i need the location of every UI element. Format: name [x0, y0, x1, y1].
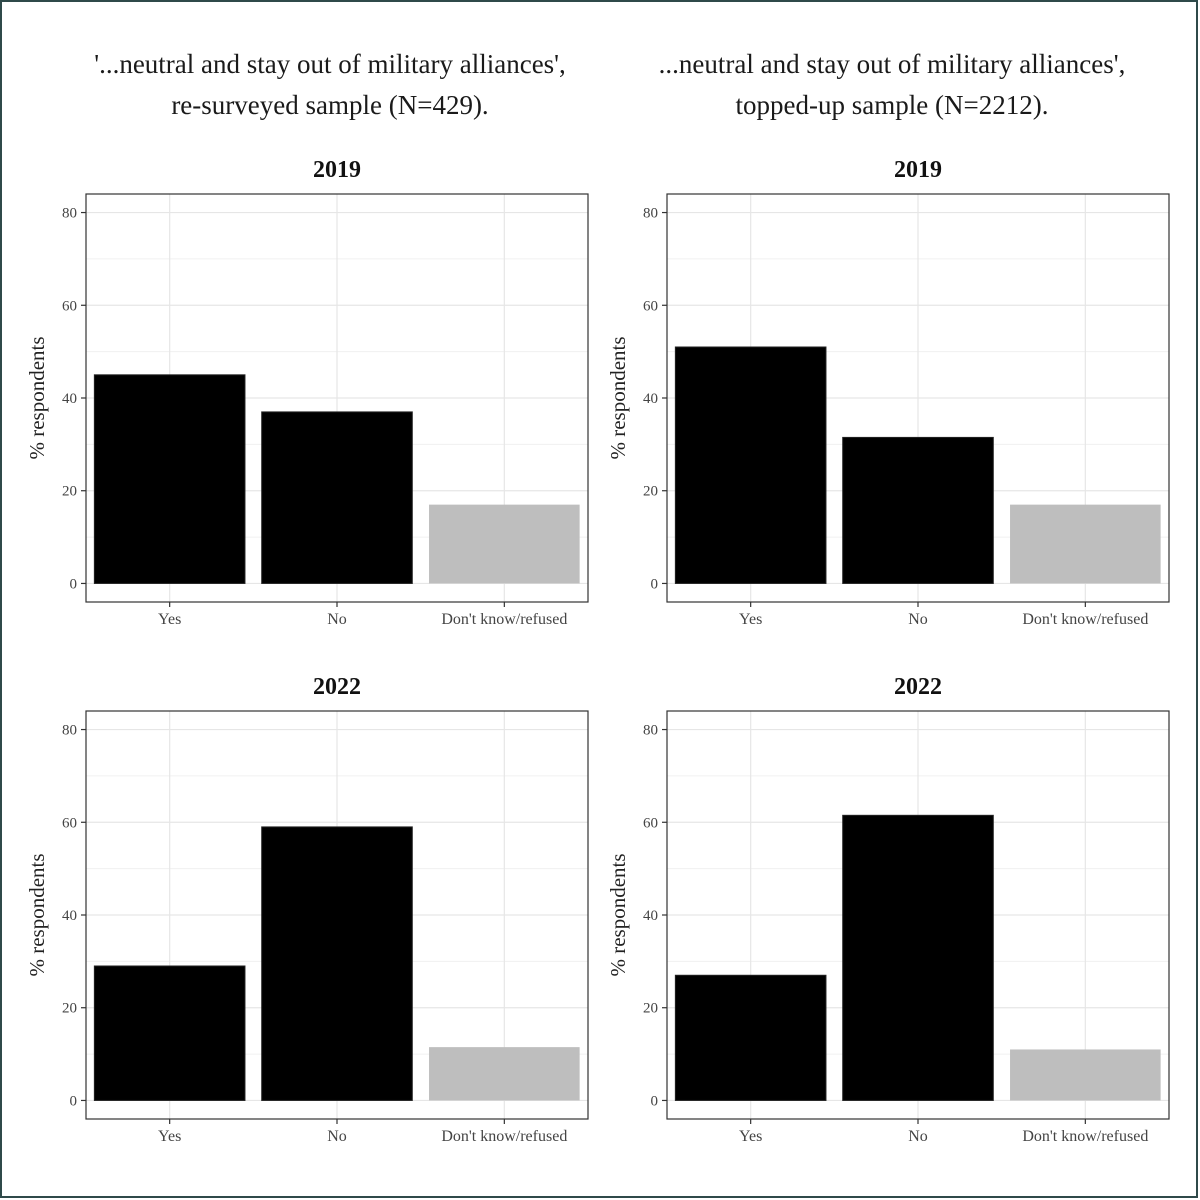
chart-3-bar-no — [261, 826, 413, 1101]
chart-2-bar-don-t-know-refused — [1010, 504, 1161, 584]
chart-1-xtick-label: No — [327, 611, 347, 628]
chart-2-ytick-label: 40 — [643, 391, 658, 407]
chart-2-ytick-label: 60 — [643, 298, 658, 314]
chart-2-xtick-label: No — [908, 611, 928, 628]
chart-3-ytick-label: 80 — [62, 723, 77, 739]
column-title-left-line1: '...neutral and stay out of military all… — [94, 49, 566, 79]
chart-2-ytick-label: 20 — [643, 484, 658, 500]
chart-1-title: 2019 — [313, 157, 361, 183]
chart-2-bar-no — [842, 436, 994, 584]
chart-1-ytick-label: 40 — [62, 391, 77, 407]
chart-4-title: 2022 — [894, 674, 942, 700]
chart-3-ytick-label: 60 — [62, 815, 77, 831]
chart-3-title: 2022 — [313, 674, 361, 700]
chart-3-bar-yes — [93, 965, 246, 1101]
chart-4-ytick-label: 80 — [643, 723, 658, 739]
chart-4-ytick-label: 0 — [651, 1093, 659, 1109]
chart-2-ytick-label: 0 — [651, 576, 659, 592]
chart-2-xtick-label: Yes — [739, 611, 762, 628]
chart-1-bar-yes — [93, 374, 246, 584]
chart-1-ytick-label: 0 — [70, 576, 78, 592]
chart-3-bar-don-t-know-refused — [429, 1047, 580, 1101]
column-title-right: ...neutral and stay out of military alli… — [592, 44, 1192, 126]
chart-3-ytick-label: 40 — [62, 908, 77, 924]
chart-3-xtick-label: Don't know/refused — [441, 1128, 567, 1145]
column-title-left: '...neutral and stay out of military all… — [30, 44, 630, 126]
chart-4-ytick-label: 60 — [643, 815, 658, 831]
chart-1-xtick-label: Yes — [158, 611, 181, 628]
chart-2-ylabel: % respondents — [606, 336, 630, 459]
chart-4-ylabel: % respondents — [606, 853, 630, 976]
chart-4-ytick-label: 20 — [643, 1001, 658, 1017]
chart-3-xtick-label: No — [327, 1128, 347, 1145]
chart-4-xtick-label: Yes — [739, 1128, 762, 1145]
chart-1-xtick-label: Don't know/refused — [441, 611, 567, 628]
chart-3-ytick-label: 20 — [62, 1001, 77, 1017]
chart-1-ytick-label: 80 — [62, 206, 77, 222]
chart-4-xtick-label: No — [908, 1128, 928, 1145]
chart-3-ylabel: % respondents — [25, 853, 49, 976]
column-title-right-line2: topped-up sample (N=2212). — [735, 90, 1049, 120]
chart-2-title: 2019 — [894, 157, 942, 183]
chart-2-bar-yes — [674, 346, 827, 584]
chart-4-bar-no — [842, 814, 994, 1101]
chart-2-ytick-label: 80 — [643, 206, 658, 222]
chart-1-ytick-label: 60 — [62, 298, 77, 314]
chart-3-xtick-label: Yes — [158, 1128, 181, 1145]
chart-4-bar-yes — [674, 974, 827, 1101]
chart-4-ytick-label: 40 — [643, 908, 658, 924]
chart-1-ytick-label: 20 — [62, 484, 77, 500]
column-title-right-line1: ...neutral and stay out of military alli… — [658, 49, 1126, 79]
chart-1-ylabel: % respondents — [25, 336, 49, 459]
chart-1-bar-no — [261, 411, 413, 584]
column-title-left-line2: re-surveyed sample (N=429). — [171, 90, 489, 120]
chart-3-ytick-label: 0 — [70, 1093, 78, 1109]
chart-4-bar-don-t-know-refused — [1010, 1049, 1161, 1101]
chart-2-xtick-label: Don't know/refused — [1022, 611, 1148, 628]
chart-4-xtick-label: Don't know/refused — [1022, 1128, 1148, 1145]
chart-1-bar-don-t-know-refused — [429, 504, 580, 584]
